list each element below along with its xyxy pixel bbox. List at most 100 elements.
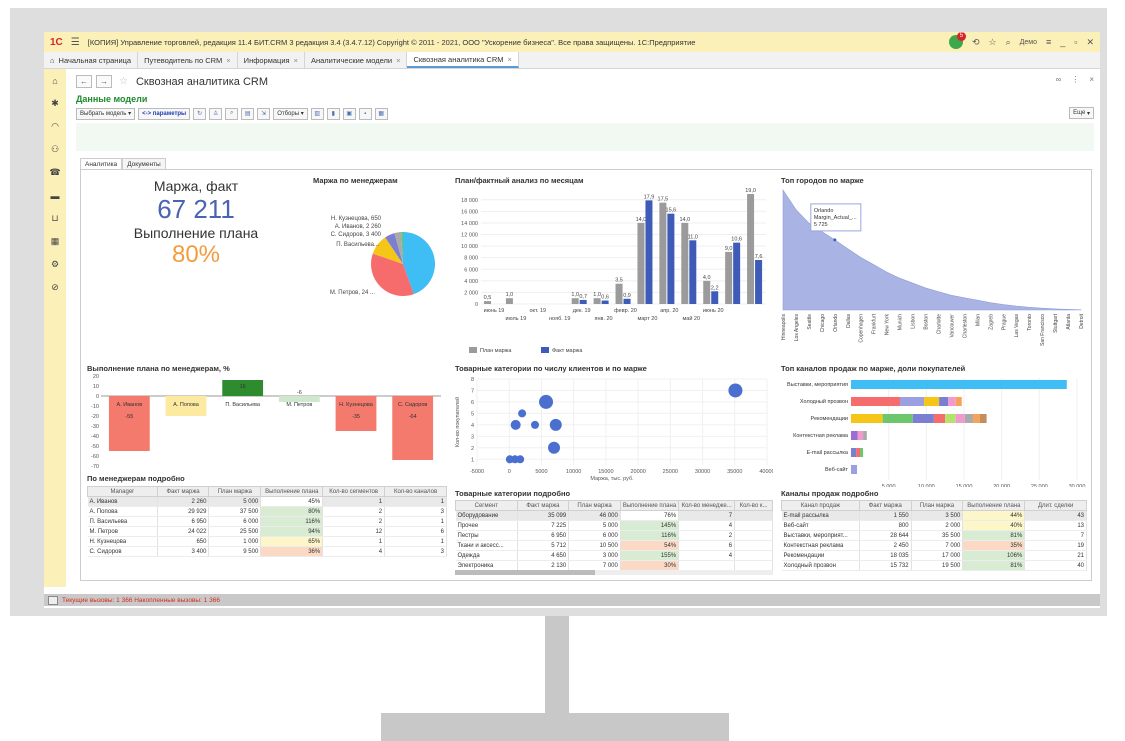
table-cell: 7 225 bbox=[517, 520, 570, 531]
export-icon[interactable]: ⇲ bbox=[257, 107, 271, 120]
maximize-icon[interactable]: ▫ bbox=[1074, 37, 1078, 47]
column-header[interactable]: Сегмент bbox=[455, 500, 518, 511]
chart-icon[interactable]: ▮ bbox=[326, 107, 340, 120]
tab-home[interactable]: ⌂ Начальная страница bbox=[44, 52, 139, 68]
horizontal-scrollbar[interactable] bbox=[455, 570, 773, 575]
users-icon[interactable]: ⚇ bbox=[50, 144, 60, 154]
network-icon[interactable]: ✱ bbox=[51, 98, 59, 108]
column-header[interactable]: План маржа bbox=[208, 486, 262, 497]
column-header[interactable]: План маржа bbox=[910, 500, 964, 511]
close-icon[interactable]: × bbox=[1089, 75, 1094, 84]
back-button[interactable]: ← bbox=[76, 75, 92, 88]
table-row[interactable]: П. Васильева 6 950 6 000 116% 2 1 bbox=[87, 516, 447, 527]
table-cell: П. Васильева bbox=[87, 516, 158, 527]
page-header: ← → ☆ Сквозная аналитика CRM bbox=[76, 75, 268, 88]
table-row[interactable]: Рекомендации 18 035 17 000 106% 21 bbox=[781, 550, 1087, 561]
gear-icon[interactable]: ⚙ bbox=[50, 259, 60, 269]
column-header[interactable]: Факт маржа bbox=[858, 500, 912, 511]
menu-icon[interactable]: ☰ bbox=[70, 36, 80, 48]
table-row[interactable]: Холодный прозвон 15 732 19 500 81% 40 bbox=[781, 560, 1087, 571]
minimize-icon[interactable]: _ bbox=[1060, 37, 1066, 47]
close-tab-icon[interactable]: × bbox=[507, 54, 512, 64]
save-icon[interactable]: ▪ bbox=[358, 107, 372, 120]
user-icon[interactable]: ♙ bbox=[209, 107, 223, 120]
link-icon[interactable]: ⊘ bbox=[51, 282, 59, 292]
close-tab-icon[interactable]: × bbox=[226, 55, 231, 65]
table-cell: 94% bbox=[260, 526, 324, 537]
search-icon[interactable]: ⌕ bbox=[1005, 36, 1011, 47]
column-header[interactable]: Кол-во сегментов bbox=[322, 486, 386, 497]
column-header[interactable]: Канал продаж bbox=[781, 500, 860, 511]
category-label: Выставки, мероприятия bbox=[787, 382, 848, 388]
table-row[interactable]: E-mail рассылка 1 550 3 500 44% 43 bbox=[781, 510, 1087, 521]
link-icon[interactable]: ∞ bbox=[1055, 75, 1062, 84]
forward-button[interactable]: → bbox=[96, 75, 112, 88]
favorite-star-icon[interactable]: ☆ bbox=[119, 76, 128, 87]
more-button[interactable]: Еще ▾ bbox=[1069, 107, 1094, 119]
phone-icon[interactable]: ☎ bbox=[49, 167, 61, 177]
bag-icon[interactable]: ▬ bbox=[50, 190, 60, 201]
table-row[interactable]: Контекстная реклама 2 450 7 000 35% 19 bbox=[781, 540, 1087, 551]
warehouse-icon[interactable]: ▦ bbox=[50, 236, 60, 246]
table-cell: Веб-сайт bbox=[781, 520, 860, 531]
table-row[interactable]: Прочее 7 225 5 000 145% 4 bbox=[455, 520, 773, 531]
print-icon[interactable]: ▣ bbox=[342, 107, 356, 120]
table-row[interactable]: С. Сидоров 3 400 9 500 36% 4 3 bbox=[87, 546, 447, 557]
user-name[interactable]: Демо bbox=[1019, 38, 1037, 46]
table-row[interactable]: А. Иванов 2 260 5 000 45% 1 1 bbox=[87, 496, 447, 507]
notifications-icon[interactable]: 5 bbox=[948, 32, 966, 49]
column-header[interactable]: Кол-во менедже... bbox=[678, 500, 736, 511]
table-row[interactable]: Н. Кузнецова 650 1 000 65% 1 1 bbox=[87, 536, 447, 547]
table-row[interactable]: Ткани и аксесс... 5 712 10 500 54% 6 bbox=[455, 540, 773, 551]
favorites-icon[interactable]: ☆ bbox=[988, 36, 997, 47]
cart-icon[interactable]: ⊔ bbox=[51, 213, 59, 223]
table-row[interactable]: Одежда 4 650 3 000 155% 4 bbox=[455, 550, 773, 561]
tab-info[interactable]: Информация × bbox=[238, 52, 305, 68]
tab-crm-guide[interactable]: Путеводитель по CRM × bbox=[138, 52, 238, 68]
column-header[interactable]: Выполнение плана bbox=[962, 500, 1026, 511]
column-header[interactable]: Факт маржа bbox=[156, 486, 210, 497]
column-header[interactable]: План маржа bbox=[568, 500, 621, 511]
status-icon[interactable] bbox=[48, 595, 58, 605]
value-label: -64 bbox=[409, 414, 417, 420]
close-tab-icon[interactable]: × bbox=[293, 55, 298, 65]
table-cell: 24 022 bbox=[157, 526, 210, 537]
column-header[interactable]: Факт маржа bbox=[516, 500, 570, 511]
table-row[interactable]: Пестры 6 950 6 000 116% 2 bbox=[455, 530, 773, 541]
table-icon[interactable]: ▥ bbox=[310, 107, 324, 120]
home-icon[interactable]: ⌂ bbox=[52, 75, 58, 86]
report-icon[interactable]: ▤ bbox=[241, 107, 255, 120]
tab-label: Сквозная аналитика CRM bbox=[413, 54, 504, 64]
table-row[interactable]: М. Петров 24 022 25 500 94% 12 6 bbox=[87, 526, 447, 537]
filters-button[interactable]: Отборы ▾ bbox=[273, 107, 308, 120]
scroll-thumb[interactable] bbox=[455, 570, 595, 575]
column-header[interactable]: Manager bbox=[87, 486, 158, 497]
column-header[interactable]: Кол-во к... bbox=[734, 500, 773, 511]
pie-title: Маржа по менеджерам bbox=[313, 176, 398, 185]
table-row[interactable]: Веб-сайт 800 2 000 40% 13 bbox=[781, 520, 1087, 531]
table-row[interactable]: Оборудование 35 099 46 000 76% 7 bbox=[455, 510, 773, 521]
y-tick-label: -70 bbox=[91, 464, 99, 470]
select-model-button[interactable]: Выбрать модель ▾ bbox=[76, 107, 136, 120]
table-row[interactable]: Электроника 2 130 7 000 30% bbox=[455, 560, 773, 571]
page-header-tools: ∞ ⋮ × bbox=[1056, 75, 1094, 84]
close-icon[interactable]: ✕ bbox=[1086, 36, 1094, 47]
history-icon[interactable]: ⟲ bbox=[971, 36, 980, 47]
column-header[interactable]: Кол-во каналов bbox=[384, 486, 447, 497]
layout-icon[interactable]: ▦ bbox=[374, 107, 388, 120]
column-header[interactable]: Выполнение плана bbox=[619, 500, 680, 511]
refresh-icon[interactable]: ↻ bbox=[193, 107, 207, 120]
tab-crm-analytics[interactable]: Сквозная аналитика CRM × bbox=[407, 52, 519, 68]
gauge-icon[interactable]: ◠ bbox=[51, 121, 59, 131]
more-icon[interactable]: ⋮ bbox=[1071, 75, 1080, 84]
zoom-icon[interactable]: ⌕ bbox=[225, 107, 239, 120]
params-button[interactable]: <-> параметры bbox=[138, 107, 191, 120]
close-tab-icon[interactable]: × bbox=[396, 55, 401, 65]
tooltip-text: Margin_Actual_... bbox=[814, 215, 857, 221]
tab-analytic-models[interactable]: Аналитические модели × bbox=[305, 52, 408, 68]
column-header[interactable]: Выполнение плана bbox=[260, 486, 324, 497]
settings-icon[interactable]: ≡ bbox=[1045, 37, 1052, 47]
table-row[interactable]: Выставки, мероприят... 28 644 35 500 81% 7 bbox=[781, 530, 1087, 541]
column-header[interactable]: Длит. сделки bbox=[1024, 500, 1087, 511]
table-row[interactable]: А. Попова 29 929 37 500 80% 2 3 bbox=[87, 506, 447, 517]
